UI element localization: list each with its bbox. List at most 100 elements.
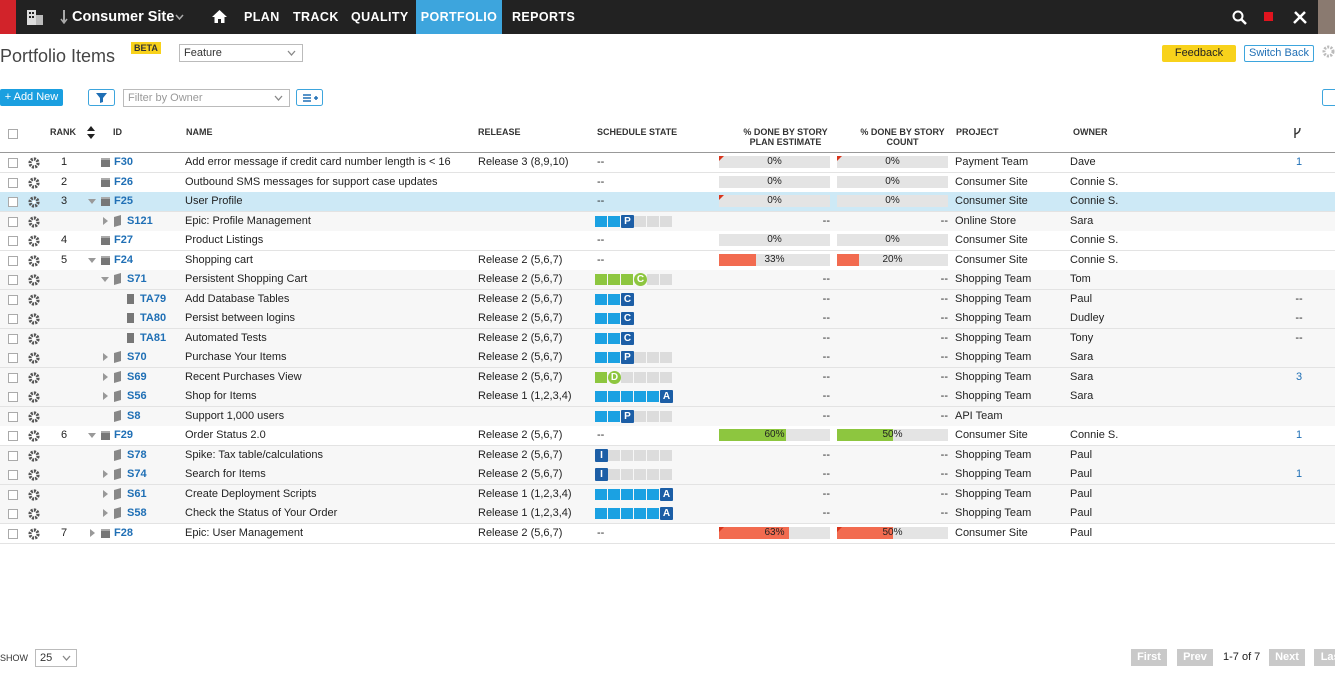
dependencies[interactable]: 1: [1295, 429, 1303, 441]
gear-icon[interactable]: [28, 449, 40, 462]
row-checkbox[interactable]: [8, 528, 18, 539]
row-checkbox[interactable]: [8, 275, 18, 285]
item-id[interactable]: F30: [114, 156, 133, 168]
gear-icon[interactable]: [28, 508, 40, 520]
tree-toggle[interactable]: [103, 353, 108, 361]
item-id[interactable]: S121: [127, 214, 153, 227]
gear-icon[interactable]: [28, 430, 40, 442]
item-id[interactable]: F24: [114, 253, 133, 266]
item-id[interactable]: S58: [127, 507, 147, 519]
item-id[interactable]: TA81: [140, 331, 167, 344]
tree-toggle[interactable]: [103, 509, 108, 517]
item-id[interactable]: F29: [114, 429, 133, 441]
home-icon[interactable]: [212, 10, 227, 23]
item-id[interactable]: S8: [127, 409, 141, 422]
dependencies[interactable]: 1: [1295, 468, 1303, 480]
dependencies[interactable]: 1: [1295, 156, 1303, 168]
row-checkbox[interactable]: [8, 294, 18, 305]
gear-icon[interactable]: [28, 371, 40, 384]
owner-filter[interactable]: Filter by Owner: [123, 89, 290, 107]
row-gear[interactable]: [28, 449, 40, 462]
item-id[interactable]: TA79: [140, 292, 167, 305]
row-gear[interactable]: [28, 176, 40, 189]
gear-icon[interactable]: [28, 488, 40, 501]
project-picker[interactable]: Consumer Site: [72, 9, 175, 25]
column-header[interactable]: NAME: [186, 127, 213, 137]
item-id[interactable]: F27: [114, 234, 133, 246]
row-gear[interactable]: [28, 508, 40, 520]
first-button[interactable]: First: [1131, 649, 1167, 666]
row-checkbox[interactable]: [8, 392, 18, 402]
gear-icon[interactable]: [28, 469, 40, 481]
row-gear[interactable]: [28, 410, 40, 423]
row-gear[interactable]: [28, 371, 40, 384]
row-checkbox[interactable]: [8, 255, 18, 266]
type-select[interactable]: Feature: [179, 44, 303, 62]
tree-toggle[interactable]: [88, 257, 96, 263]
select-all-checkbox[interactable]: [8, 129, 18, 139]
row-checkbox[interactable]: [8, 470, 18, 480]
tree-toggle[interactable]: [88, 433, 96, 438]
item-id[interactable]: F28: [114, 526, 133, 539]
settings-icon[interactable]: [1322, 45, 1335, 58]
row-gear[interactable]: [28, 215, 40, 228]
gear-icon[interactable]: [28, 196, 40, 208]
item-id[interactable]: F25: [114, 195, 133, 207]
last-button[interactable]: Last: [1314, 649, 1335, 666]
row-gear[interactable]: [28, 293, 40, 306]
page-size-select[interactable]: 25: [35, 649, 77, 667]
row-gear[interactable]: [28, 254, 40, 267]
row-gear[interactable]: [28, 235, 40, 247]
row-checkbox[interactable]: [8, 431, 18, 441]
tree-toggle[interactable]: [103, 372, 108, 381]
column-header[interactable]: OWNER: [1073, 127, 1108, 137]
gear-icon[interactable]: [28, 157, 40, 169]
item-id[interactable]: TA80: [140, 312, 167, 324]
tree-toggle[interactable]: [103, 489, 108, 498]
row-checkbox[interactable]: [8, 158, 18, 168]
row-gear[interactable]: [28, 352, 40, 364]
switch-back-button[interactable]: Switch Back: [1244, 45, 1314, 62]
item-id[interactable]: S61: [127, 487, 147, 500]
row-gear[interactable]: [28, 527, 40, 540]
row-checkbox[interactable]: [8, 411, 18, 422]
tree-toggle[interactable]: [103, 392, 108, 400]
item-id[interactable]: S56: [127, 390, 147, 402]
row-checkbox[interactable]: [8, 353, 18, 363]
avatar[interactable]: [1318, 0, 1335, 34]
tree-toggle[interactable]: [103, 470, 108, 478]
columns-button[interactable]: [296, 89, 323, 106]
gear-icon[interactable]: [28, 293, 40, 306]
nav-item-active[interactable]: PORTFOLIO: [416, 0, 502, 34]
stop-icon[interactable]: [1264, 12, 1273, 21]
gear-icon[interactable]: [28, 235, 40, 247]
row-checkbox[interactable]: [8, 509, 18, 519]
row-gear[interactable]: [28, 157, 40, 169]
row-checkbox[interactable]: [8, 197, 18, 207]
row-checkbox[interactable]: [8, 314, 18, 324]
column-header[interactable]: % DONE BY STORY PLAN ESTIMATE: [743, 127, 828, 147]
row-gear[interactable]: [28, 313, 40, 325]
item-id[interactable]: F26: [114, 175, 133, 188]
column-header[interactable]: SCHEDULE STATE: [597, 127, 678, 137]
row-gear[interactable]: [28, 488, 40, 501]
tree-toggle[interactable]: [90, 528, 95, 537]
add-new-button[interactable]: + Add New: [0, 89, 63, 106]
gear-icon[interactable]: [28, 313, 40, 325]
column-header[interactable]: ID: [113, 127, 122, 137]
column-header[interactable]: RANK: [50, 127, 76, 137]
gear-icon[interactable]: [28, 527, 40, 540]
item-id[interactable]: S71: [127, 273, 147, 285]
export-button[interactable]: [1322, 89, 1335, 106]
tree-toggle[interactable]: [88, 199, 96, 204]
column-header[interactable]: % DONE BY STORY COUNT: [860, 127, 945, 147]
row-checkbox[interactable]: [8, 216, 18, 227]
row-gear[interactable]: [28, 391, 40, 403]
item-id[interactable]: S74: [127, 468, 147, 480]
column-header[interactable]: PROJECT: [956, 127, 999, 137]
tree-toggle[interactable]: [103, 216, 108, 225]
gear-icon[interactable]: [28, 274, 40, 286]
row-gear[interactable]: [28, 332, 40, 345]
workspace-icon[interactable]: [27, 10, 43, 25]
column-header[interactable]: RELEASE: [478, 127, 521, 137]
